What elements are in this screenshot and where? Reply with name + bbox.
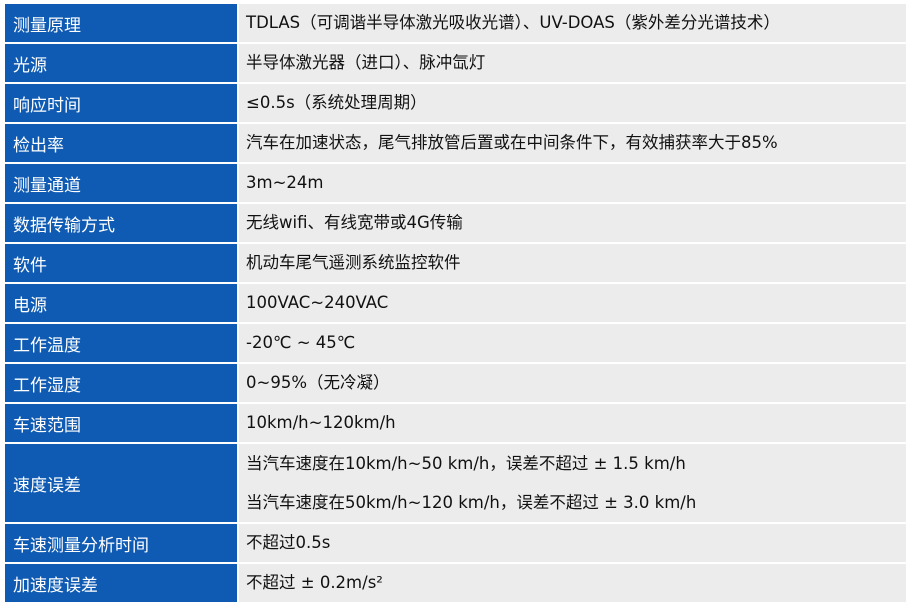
value-text: TDLAS（可调谐半导体激光吸收光谱）、UV-DOAS（紫外差分光谱技术）	[246, 13, 780, 32]
value-text: 0~95%（无冷凝）	[246, 373, 390, 392]
table-row: 响应时间 ≤0.5s（系统处理周期）	[5, 84, 906, 122]
row-value: 不超过 ± 0.2m/s²	[239, 564, 906, 602]
table-row: 车速范围 10km/h~120km/h	[5, 404, 906, 442]
value-text: -20℃ ~ 45℃	[246, 333, 356, 352]
table-row: 工作温度 -20℃ ~ 45℃	[5, 324, 906, 362]
row-value: 汽车在加速状态，尾气排放管后置或在中间条件下，有效捕获率大于85%	[239, 124, 906, 162]
table-row: 光源 半导体激光器（进口）、脉冲氙灯	[5, 44, 906, 82]
row-label: 检出率	[5, 124, 237, 162]
value-text: 半导体激光器（进口）、脉冲氙灯	[246, 53, 486, 72]
value-text: 当汽车速度在10km/h~50 km/h，误差不超过 ± 1.5 km/h	[246, 453, 686, 473]
row-label: 工作温度	[5, 324, 237, 362]
table-row: 速度误差 当汽车速度在10km/h~50 km/h，误差不超过 ± 1.5 km/…	[5, 444, 906, 522]
row-value: 10km/h~120km/h	[239, 404, 906, 442]
row-value: ≤0.5s（系统处理周期）	[239, 84, 906, 122]
row-label: 响应时间	[5, 84, 237, 122]
value-text: 机动车尾气遥测系统监控软件	[246, 253, 461, 272]
row-value: 无线wifi、有线宽带或4G传输	[239, 204, 906, 242]
value-text: 100VAC~240VAC	[246, 293, 389, 312]
row-label: 光源	[5, 44, 237, 82]
table-row: 加速度误差 不超过 ± 0.2m/s²	[5, 564, 906, 602]
row-label: 电源	[5, 284, 237, 322]
row-value: -20℃ ~ 45℃	[239, 324, 906, 362]
row-value: 100VAC~240VAC	[239, 284, 906, 322]
row-value: 0~95%（无冷凝）	[239, 364, 906, 402]
row-value: 半导体激光器（进口）、脉冲氙灯	[239, 44, 906, 82]
table-row: 电源 100VAC~240VAC	[5, 284, 906, 322]
row-value: 3m~24m	[239, 164, 906, 202]
table-row: 测量原理 TDLAS（可调谐半导体激光吸收光谱）、UV-DOAS（紫外差分光谱技术…	[5, 4, 906, 42]
row-label: 工作湿度	[5, 364, 237, 402]
row-value: 机动车尾气遥测系统监控软件	[239, 244, 906, 282]
row-label: 加速度误差	[5, 564, 237, 602]
value-text: 汽车在加速状态，尾气排放管后置或在中间条件下，有效捕获率大于85%	[246, 133, 778, 152]
value-text: 10km/h~120km/h	[246, 413, 396, 432]
spec-table: 测量原理 TDLAS（可调谐半导体激光吸收光谱）、UV-DOAS（紫外差分光谱技术…	[5, 4, 906, 604]
row-value: 当汽车速度在10km/h~50 km/h，误差不超过 ± 1.5 km/h 当汽车…	[239, 444, 906, 522]
row-value: TDLAS（可调谐半导体激光吸收光谱）、UV-DOAS（紫外差分光谱技术）	[239, 4, 906, 42]
value-text: 不超过0.5s	[246, 533, 331, 552]
row-label: 数据传输方式	[5, 204, 237, 242]
table-row: 车速测量分析时间 不超过0.5s	[5, 524, 906, 562]
table-row: 软件 机动车尾气遥测系统监控软件	[5, 244, 906, 282]
row-label: 软件	[5, 244, 237, 282]
value-text: 当汽车速度在50km/h~120 km/h，误差不超过 ± 3.0 km/h	[246, 492, 697, 512]
table-row: 数据传输方式 无线wifi、有线宽带或4G传输	[5, 204, 906, 242]
row-value: 不超过0.5s	[239, 524, 906, 562]
row-label: 测量通道	[5, 164, 237, 202]
value-text: ≤0.5s（系统处理周期）	[246, 93, 427, 112]
value-text: 不超过 ± 0.2m/s²	[246, 573, 383, 592]
value-text: 无线wifi、有线宽带或4G传输	[246, 213, 463, 232]
table-row: 测量通道 3m~24m	[5, 164, 906, 202]
table-row: 检出率 汽车在加速状态，尾气排放管后置或在中间条件下，有效捕获率大于85%	[5, 124, 906, 162]
row-label: 测量原理	[5, 4, 237, 42]
row-label: 车速范围	[5, 404, 237, 442]
row-label: 车速测量分析时间	[5, 524, 237, 562]
value-text: 3m~24m	[246, 173, 324, 192]
table-row: 工作湿度 0~95%（无冷凝）	[5, 364, 906, 402]
row-label: 速度误差	[5, 444, 237, 522]
